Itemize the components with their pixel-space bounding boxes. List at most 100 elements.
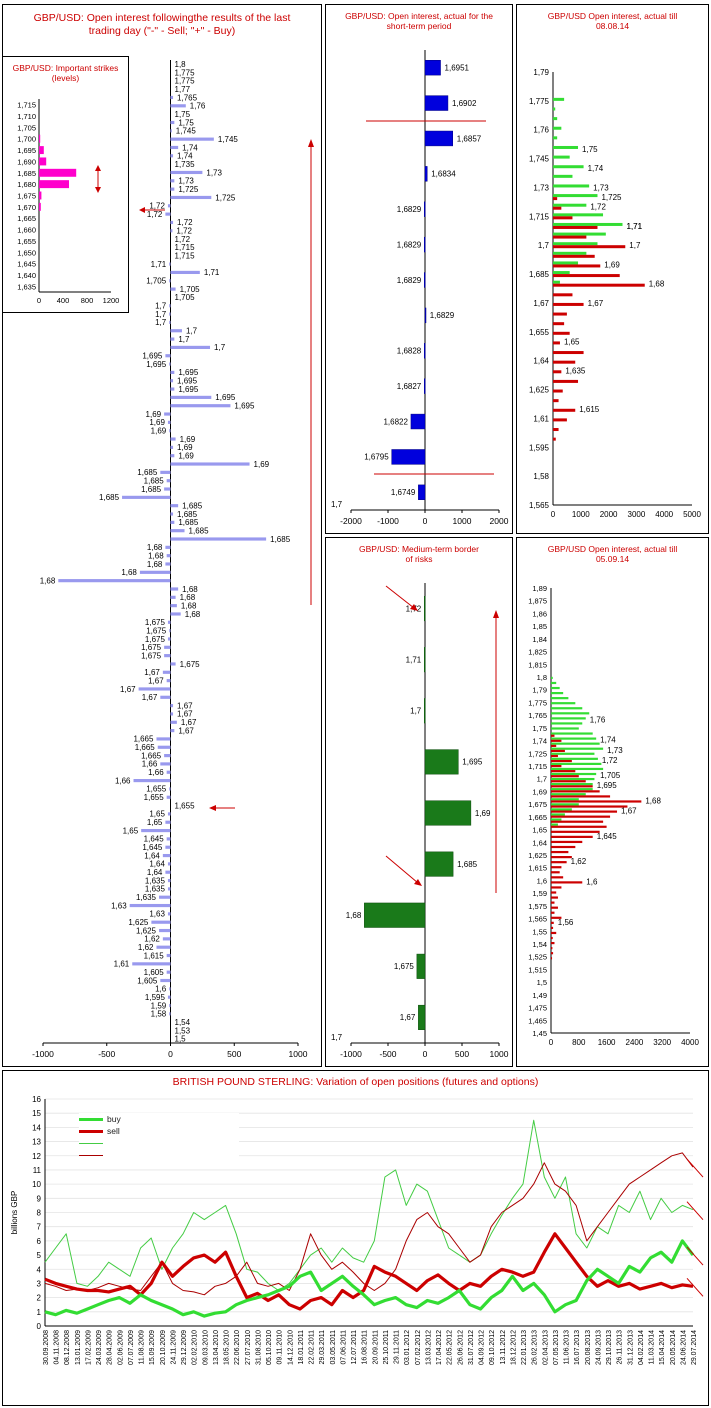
bar-sell: [551, 800, 642, 803]
x-tick-label: 14.12.2010: [287, 1330, 294, 1365]
data-label: 1,7: [155, 310, 167, 319]
bar: [170, 329, 182, 333]
bar-sell: [553, 312, 567, 316]
y-tick-label: 15: [32, 1109, 41, 1118]
data-label: 1,72: [147, 210, 163, 219]
data-label: 1,655: [144, 793, 165, 802]
x-tick-label: 09.10.2012: [489, 1330, 496, 1365]
bar-sell: [553, 274, 620, 278]
x-tick-label: -500: [98, 1049, 115, 1059]
x-tick-label: 20.10.2009: [160, 1330, 167, 1365]
x-tick-label: 18.12.2012: [510, 1330, 517, 1365]
legend-label: buy: [107, 1114, 121, 1124]
data-label: 1,685: [178, 518, 199, 527]
data-label: 1,7: [629, 241, 641, 250]
y-tick-label: 0: [37, 1322, 42, 1331]
data-label: 1,69: [475, 809, 491, 818]
corner-label: 1,7: [331, 500, 343, 509]
bar: [167, 812, 171, 816]
bar-sell: [551, 941, 555, 945]
bar: [156, 945, 171, 949]
x-tick-label: 0: [37, 296, 41, 305]
series-line: [44, 1119, 694, 1291]
data-label: 1,69: [151, 427, 167, 436]
bar-buy: [551, 686, 560, 690]
y-tick-label: 16: [32, 1095, 41, 1104]
bar-sell: [551, 891, 557, 894]
y-tick-label: 1,84: [532, 635, 547, 644]
bar-buy: [553, 155, 570, 159]
bar-sell: [551, 947, 553, 950]
bar-sell: [553, 437, 556, 441]
bar-buy: [553, 165, 584, 169]
y-tick-label: 1,715: [17, 101, 36, 110]
x-tick-label: 26.02.2013: [532, 1330, 539, 1365]
marker-arrow-head: [209, 805, 216, 811]
x-tick-label: 2000: [490, 516, 509, 526]
data-label: 1,58: [151, 1010, 167, 1019]
main-oi-title: GBP/USD: Open interest followingthe resu…: [33, 12, 291, 37]
data-label: 1,64: [144, 851, 160, 860]
y-tick-label: 1,76: [533, 126, 549, 135]
y-tick-label: 1,58: [533, 472, 549, 481]
bar: [170, 379, 174, 383]
bar: [424, 236, 426, 253]
x-tick-label: 03.05.2011: [330, 1330, 337, 1365]
x-tick-label: 16.07.2013: [574, 1330, 581, 1365]
bar-sell: [551, 886, 562, 889]
x-tick-label: -1000: [340, 1049, 362, 1059]
series-line: [44, 1239, 695, 1318]
x-tick-label: 31.07.2012: [468, 1330, 475, 1365]
y-tick-label: 1,85: [532, 622, 547, 631]
bar-sell: [553, 341, 560, 345]
bar-buy: [551, 676, 553, 680]
aug-oi-title: GBP/USD Open interest, actual till 08.08…: [547, 11, 678, 32]
bar: [170, 345, 211, 349]
data-label: 1,625: [136, 926, 157, 935]
y-tick-label: 1,815: [528, 660, 547, 669]
x-tick-label: 800: [81, 296, 94, 305]
data-label: 1,63: [111, 901, 127, 910]
data-label: 1,645: [144, 835, 165, 844]
bar: [164, 754, 171, 758]
data-label: 1,74: [600, 736, 616, 745]
data-label: 1,67: [178, 726, 194, 735]
y-tick-label: 1,6: [537, 876, 547, 885]
bar-sell: [553, 254, 595, 258]
data-label: 1,6829: [397, 205, 422, 214]
bar-buy: [553, 97, 565, 101]
data-label: 1,6749: [391, 488, 416, 497]
data-label: 1,69: [177, 443, 193, 452]
data-label: 1,635: [136, 893, 157, 902]
data-label: 1,67: [181, 718, 197, 727]
y-tick-label: 1,515: [528, 965, 547, 974]
data-label: 1,725: [601, 193, 622, 202]
data-label: 1,655: [146, 785, 167, 794]
sep-oi-chart: 0 800 1600 2400 3200 4000 1,89 1,875 1,86 1,85 1,8…: [528, 584, 699, 1047]
x-tick-label: 15.04.2014: [659, 1330, 666, 1365]
bar-sell: [551, 957, 553, 960]
bar: [162, 937, 171, 941]
bar: [170, 587, 179, 591]
arrow-comm-long: [686, 1201, 704, 1220]
bar-buy: [553, 203, 587, 207]
data-label: 1,67: [621, 807, 637, 816]
bar: [166, 795, 171, 799]
x-tick-label: 24.11.2009: [170, 1330, 177, 1365]
bar: [170, 704, 174, 708]
bar-sell: [551, 759, 572, 763]
data-label: 1,73: [178, 177, 194, 186]
y-tick-label: 1,675: [17, 192, 36, 201]
data-label: 1,68: [180, 593, 196, 602]
data-label: 1,72: [176, 227, 192, 236]
bar-sell: [553, 197, 558, 201]
bar: [170, 512, 174, 516]
data-label: 1,68: [185, 610, 201, 619]
bar: [169, 279, 171, 283]
x-tick-label: 26.06.2012: [457, 1330, 464, 1365]
x-tick-label: 500: [227, 1049, 241, 1059]
y-tick-label: 1: [37, 1308, 42, 1317]
bar: [162, 853, 171, 858]
bar-sell: [551, 825, 607, 828]
bar-buy: [553, 136, 558, 140]
